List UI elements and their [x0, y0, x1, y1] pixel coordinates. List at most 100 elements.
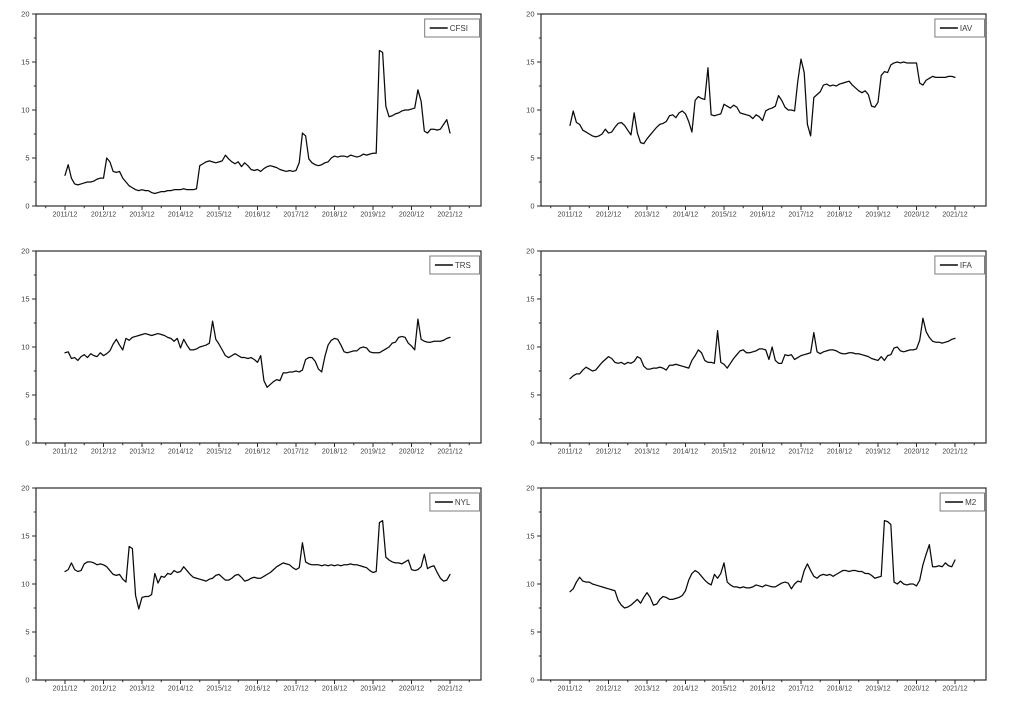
y-tick-label: 10 — [21, 580, 29, 589]
x-tick-label: 2017/12 — [788, 449, 813, 456]
x-tick-label: 2020/12 — [904, 686, 929, 693]
chart-nyl: 0 5 10 15 20 2011/12 2012/12 2013/12 2014/12 2015… — [0, 474, 505, 711]
x-tick-label: 2021/12 — [942, 686, 967, 693]
series-line-ifa — [569, 317, 956, 380]
y-tick-label: 20 — [526, 484, 534, 493]
x-tick-label: 2015/12 — [206, 212, 231, 219]
x-tick-label: 2019/12 — [360, 686, 385, 693]
x-tick-label: 2019/12 — [865, 686, 890, 693]
chart-svg-m2: 0 5 10 15 20 2011/12 2012/12 2013/12 2014/12 2015… — [526, 484, 987, 693]
x-tick-label: 2020/12 — [399, 449, 424, 456]
y-tick-label: 15 — [21, 295, 29, 304]
x-tick-label: 2011/12 — [53, 449, 78, 456]
y-tick-label: 5 — [530, 628, 534, 637]
y-tick-label: 15 — [21, 532, 29, 541]
x-tick-label: 2018/12 — [827, 686, 852, 693]
y-tick-label: 20 — [21, 10, 29, 19]
chart-svg-cfsi: 0 5 10 15 20 2011/12 2012/12 2013/12 2014/12 2015… — [21, 10, 482, 219]
axes: 0 5 10 15 20 2011/12 2012/12 2013/12 2014/12 2015… — [526, 10, 975, 219]
series-line-nyl — [64, 520, 451, 610]
x-tick-label: 2019/12 — [360, 212, 385, 219]
legend-label: IFA — [960, 261, 973, 270]
x-tick-label: 2017/12 — [788, 212, 813, 219]
legend-label: CFSI — [450, 24, 468, 33]
x-tick-label: 2021/12 — [437, 686, 462, 693]
x-tick-label: 2018/12 — [322, 212, 347, 219]
x-tick-label: 2011/12 — [53, 686, 78, 693]
legend-label: M2 — [965, 498, 977, 507]
y-tick-label: 5 — [25, 628, 29, 637]
x-tick-label: 2013/12 — [129, 449, 154, 456]
plot-frame — [540, 250, 987, 444]
legend-label: TRS — [455, 261, 471, 270]
chart-svg-ifa: 0 5 10 15 20 2011/12 2012/12 2013/12 2014/12 2015… — [526, 247, 987, 456]
y-tick-label: 15 — [526, 295, 534, 304]
chart-iav: 0 5 10 15 20 2011/12 2012/12 2013/12 2014/12 2015… — [505, 0, 1010, 237]
axes: 0 5 10 15 20 2011/12 2012/12 2013/12 2014/12 2015… — [21, 484, 470, 693]
x-tick-label: 2013/12 — [634, 449, 659, 456]
x-tick-label: 2014/12 — [168, 449, 193, 456]
x-tick-label: 2015/12 — [711, 212, 736, 219]
y-tick-label: 0 — [25, 439, 29, 448]
x-tick-label: 2013/12 — [634, 686, 659, 693]
plot-frame — [540, 487, 987, 681]
x-tick-label: 2015/12 — [711, 449, 736, 456]
x-tick-label: 2012/12 — [596, 449, 621, 456]
axes: 0 5 10 15 20 2011/12 2012/12 2013/12 2014/12 2015… — [526, 247, 975, 456]
legend: TRS — [429, 255, 480, 275]
series-line-cfsi — [64, 49, 451, 195]
x-tick-label: 2013/12 — [129, 686, 154, 693]
x-tick-label: 2014/12 — [673, 449, 698, 456]
y-tick-label: 10 — [21, 343, 29, 352]
x-tick-label: 2018/12 — [827, 449, 852, 456]
x-tick-label: 2014/12 — [673, 686, 698, 693]
x-tick-label: 2017/12 — [283, 449, 308, 456]
x-tick-label: 2017/12 — [283, 212, 308, 219]
y-tick-label: 5 — [530, 154, 534, 163]
x-tick-label: 2013/12 — [129, 212, 154, 219]
y-tick-label: 20 — [526, 247, 534, 256]
x-tick-label: 2014/12 — [168, 212, 193, 219]
chart-cfsi: 0 5 10 15 20 2011/12 2012/12 2013/12 2014/12 2015… — [0, 0, 505, 237]
x-tick-label: 2019/12 — [865, 212, 890, 219]
x-tick-label: 2012/12 — [91, 686, 116, 693]
y-tick-label: 15 — [526, 532, 534, 541]
y-tick-label: 10 — [526, 580, 534, 589]
x-tick-label: 2011/12 — [558, 449, 583, 456]
y-tick-label: 20 — [21, 484, 29, 493]
chart-m2: 0 5 10 15 20 2011/12 2012/12 2013/12 2014/12 2015… — [505, 474, 1010, 711]
x-tick-label: 2017/12 — [283, 686, 308, 693]
x-tick-label: 2012/12 — [91, 212, 116, 219]
x-tick-label: 2014/12 — [673, 212, 698, 219]
axes: 0 5 10 15 20 2011/12 2012/12 2013/12 2014/12 2015… — [21, 10, 470, 219]
chart-trs: 0 5 10 15 20 2011/12 2012/12 2013/12 2014/12 2015… — [0, 237, 505, 474]
x-tick-label: 2020/12 — [399, 212, 424, 219]
y-tick-label: 15 — [21, 58, 29, 67]
y-tick-label: 5 — [25, 391, 29, 400]
series-line-trs — [64, 318, 451, 388]
axes: 0 5 10 15 20 2011/12 2012/12 2013/12 2014/12 2015… — [21, 247, 470, 456]
y-tick-label: 5 — [530, 391, 534, 400]
x-tick-label: 2016/12 — [750, 686, 775, 693]
x-tick-label: 2014/12 — [168, 686, 193, 693]
x-tick-label: 2020/12 — [904, 449, 929, 456]
x-tick-label: 2019/12 — [865, 449, 890, 456]
y-tick-label: 10 — [526, 343, 534, 352]
y-tick-label: 10 — [21, 106, 29, 115]
x-tick-label: 2019/12 — [360, 449, 385, 456]
x-tick-label: 2011/12 — [53, 212, 78, 219]
x-tick-label: 2018/12 — [827, 212, 852, 219]
chart-ifa: 0 5 10 15 20 2011/12 2012/12 2013/12 2014/12 2015… — [505, 237, 1010, 474]
legend: IAV — [934, 18, 985, 38]
x-tick-label: 2015/12 — [206, 449, 231, 456]
x-tick-label: 2015/12 — [711, 686, 736, 693]
y-tick-label: 10 — [526, 106, 534, 115]
x-tick-label: 2018/12 — [322, 449, 347, 456]
legend: IFA — [934, 255, 985, 275]
y-tick-label: 0 — [25, 676, 29, 685]
legend-label: NYL — [455, 498, 471, 507]
legend: CFSI — [424, 18, 481, 38]
chart-svg-iav: 0 5 10 15 20 2011/12 2012/12 2013/12 2014/12 2015… — [526, 10, 987, 219]
